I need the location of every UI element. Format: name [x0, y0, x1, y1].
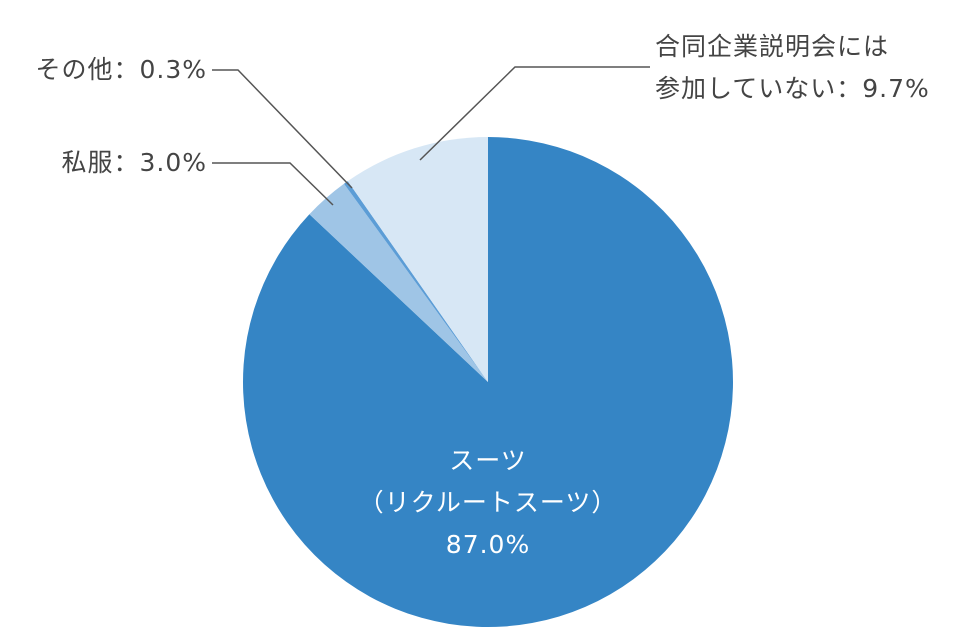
pie-slice [242, 137, 733, 628]
slice-label: スーツ （リクルートスーツ） 87.0% [359, 440, 618, 566]
value-label: 9.7% [862, 74, 930, 103]
separator: ： [836, 74, 863, 103]
leader-lines [212, 66, 650, 206]
leader-line [419, 66, 650, 161]
category-name: 合同企業説明会には 参加していない [655, 32, 890, 103]
pie-slice [309, 183, 488, 382]
category-name: 私服 [61, 148, 114, 177]
leader-line [212, 69, 353, 189]
slice-label: 私服：3.0% [61, 142, 207, 184]
slice-label: その他：0.3% [35, 49, 207, 91]
category-name: スーツ （リクルートスーツ） [358, 446, 618, 517]
separator: ： [113, 148, 140, 177]
value-label: 0.3% [139, 55, 207, 84]
pie-slice [343, 181, 488, 382]
leader-line [212, 162, 334, 206]
value-label: 87.0% [445, 530, 531, 559]
value-label: 3.0% [139, 148, 207, 177]
category-name: その他 [35, 55, 114, 84]
slice-label: 合同企業説明会には 参加していない：9.7% [655, 26, 930, 110]
pie-slice [347, 137, 488, 382]
separator: ： [113, 55, 140, 84]
slices [242, 137, 733, 628]
